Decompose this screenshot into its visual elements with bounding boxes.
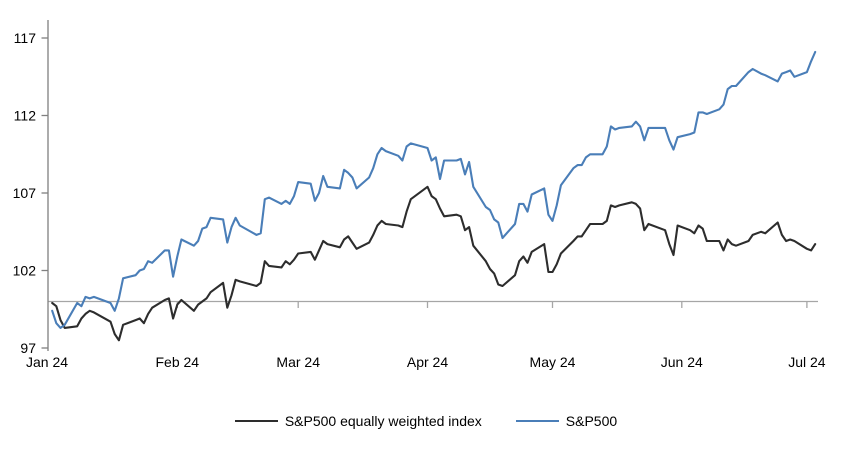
legend-item-sp500: S&P500 — [515, 413, 618, 429]
x-axis-tick-label: Jun 24 — [661, 354, 703, 370]
y-axis-tick-label: 117 — [14, 30, 37, 46]
x-axis-tick-label: Mar 24 — [276, 354, 320, 370]
chart-legend: S&P500 equally weighted index S&P500 — [0, 413, 852, 429]
y-axis-tick-label: 107 — [13, 185, 37, 201]
legend-label-sp500: S&P500 — [565, 413, 618, 429]
legend-line-swatch-sp500 — [515, 420, 559, 422]
y-axis-tick-label: 97 — [20, 340, 36, 356]
x-axis-tick-label: Apr 24 — [407, 354, 448, 370]
legend-item-equal-weight: S&P500 equally weighted index — [234, 413, 482, 429]
series-line-sp500 — [51, 50, 817, 329]
y-axis-tick-label: 102 — [13, 263, 37, 279]
y-axis-tick-label: 112 — [14, 108, 37, 124]
legend-line-swatch-equal-weight — [234, 420, 278, 422]
x-axis-tick-label: Feb 24 — [156, 354, 200, 370]
legend-label-equal-weight: S&P500 equally weighted index — [284, 413, 482, 429]
x-axis-tick-label: Jan 24 — [26, 354, 68, 370]
series-line-equal-weight — [51, 185, 817, 342]
x-axis-tick-label: Jul 24 — [788, 354, 826, 370]
x-axis-tick-label: May 24 — [530, 354, 576, 370]
